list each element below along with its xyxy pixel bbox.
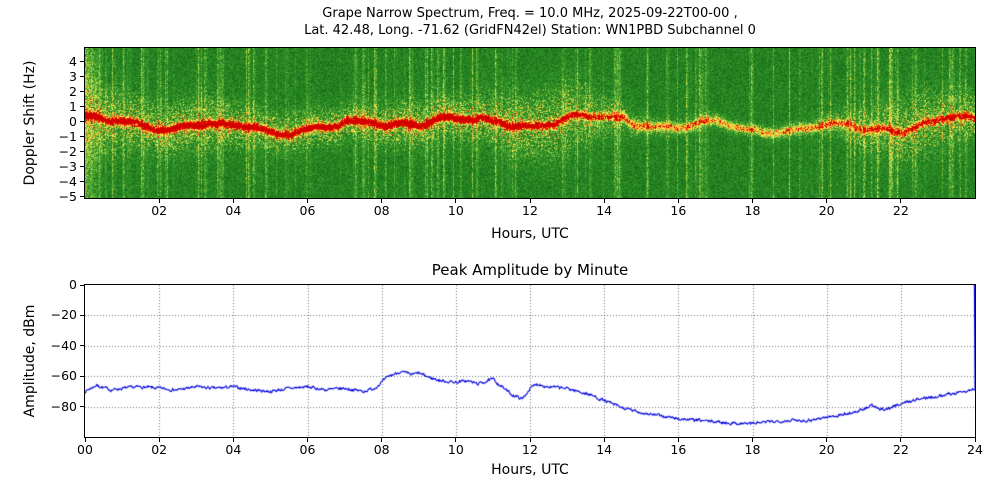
spec-ytick-mark	[80, 166, 84, 167]
amp-xtick-mark	[677, 438, 679, 442]
spec-xtick-mark	[232, 199, 234, 203]
amp-xtick-mark	[900, 438, 902, 442]
amplitude-title: Peak Amplitude by Minute	[431, 261, 629, 279]
spec-ytick-label: 2	[69, 83, 77, 99]
spec-xtick-label: 02	[151, 203, 168, 218]
amp-xtick-label: 00	[77, 442, 93, 457]
spec-xtick-label: 04	[225, 203, 242, 218]
spec-ytick-mark	[80, 61, 84, 62]
amp-xtick-label: 10	[447, 442, 464, 457]
amp-ytick-mark	[80, 375, 84, 377]
spectrogram-canvas	[84, 47, 976, 199]
amp-xtick-mark	[752, 438, 753, 442]
spec-ytick-label: 4	[69, 53, 77, 69]
spec-ytick-mark	[80, 151, 84, 152]
amp-xtick-label: 08	[373, 442, 390, 457]
amp-xtick-label: 16	[670, 442, 687, 457]
spec-xtick-mark	[455, 199, 457, 203]
amp-ytick-label: −80	[50, 398, 77, 414]
amplitude-ylabel: Amplitude, dBm	[22, 304, 38, 418]
spec-xtick-label: 10	[447, 203, 464, 218]
amp-xtick-label: 18	[744, 442, 761, 457]
spec-xtick-label: 06	[299, 203, 316, 218]
spectrogram-xlabel: Hours, UTC	[491, 226, 569, 242]
spec-xtick-label: 12	[522, 203, 538, 218]
amp-ytick-mark	[80, 284, 84, 286]
amp-xtick-mark	[529, 438, 531, 442]
amp-xtick-mark	[158, 438, 160, 442]
amp-ytick-label: 0	[69, 277, 77, 292]
spec-ytick-label: 0	[69, 113, 77, 129]
spec-xtick-mark	[307, 199, 308, 203]
amp-xtick-mark	[826, 438, 828, 442]
amp-xtick-label: 02	[151, 442, 168, 457]
amp-ytick-mark	[80, 406, 84, 408]
spec-xtick-mark	[826, 199, 828, 203]
amp-ytick-label: −40	[50, 337, 77, 353]
spec-ytick-label: −4	[58, 173, 77, 189]
amp-xtick-label: 06	[299, 442, 316, 457]
spec-ytick-label: −3	[58, 158, 77, 174]
amp-xtick-label: 14	[596, 442, 613, 457]
spec-ytick-mark	[80, 91, 84, 92]
spec-ytick-label: −5	[58, 188, 77, 204]
spec-xtick-label: 16	[670, 203, 687, 218]
amplitude-xlabel: Hours, UTC	[491, 462, 569, 478]
spec-ytick-label: −2	[58, 143, 77, 159]
spec-xtick-label: 08	[373, 203, 390, 218]
spec-xtick-mark	[529, 199, 531, 203]
spec-xtick-mark	[677, 199, 679, 203]
amplitude-canvas	[84, 284, 976, 438]
amp-ytick-label: −60	[50, 368, 77, 384]
spec-xtick-label: 14	[596, 203, 613, 218]
amp-xtick-label: 22	[892, 442, 909, 457]
amp-ytick-mark	[80, 345, 84, 347]
spectrogram-ylabel: Doppler Shift (Hz)	[22, 60, 38, 186]
amp-xtick-mark	[232, 438, 234, 442]
amp-xtick-mark	[974, 438, 976, 442]
spec-ytick-label: −1	[58, 128, 77, 144]
spec-xtick-mark	[603, 199, 605, 203]
spectrogram-title-line1: Grape Narrow Spectrum, Freq. = 10.0 MHz,…	[322, 6, 738, 21]
amp-xtick-mark	[307, 438, 308, 442]
spec-xtick-label: 20	[818, 203, 835, 218]
spec-xtick-label: 18	[744, 203, 761, 218]
amp-xtick-mark	[455, 438, 457, 442]
amp-xtick-mark	[84, 438, 86, 442]
spectrogram-title-line2: Lat. 42.48, Long. -71.62 (GridFN42el) St…	[304, 23, 756, 38]
amp-xtick-label: 12	[522, 442, 538, 457]
spec-xtick-mark	[158, 199, 160, 203]
amp-xtick-label: 24	[967, 442, 983, 457]
amp-ytick-label: −20	[50, 307, 77, 323]
amp-xtick-mark	[603, 438, 605, 442]
spec-xtick-mark	[900, 199, 902, 203]
spec-ytick-mark	[80, 121, 84, 122]
amp-xtick-label: 04	[225, 442, 242, 457]
spec-ytick-label: 3	[69, 68, 77, 84]
spec-xtick-mark	[381, 199, 383, 203]
spec-ytick-mark	[80, 181, 84, 182]
spec-ytick-mark	[80, 196, 84, 197]
spec-xtick-label: 22	[892, 203, 909, 218]
amp-xtick-mark	[381, 438, 383, 442]
spec-ytick-label: 1	[69, 98, 77, 114]
spec-xtick-mark	[752, 199, 753, 203]
spec-ytick-mark	[80, 76, 84, 77]
spec-ytick-mark	[80, 106, 84, 107]
spec-ytick-mark	[80, 136, 84, 137]
amp-ytick-mark	[80, 314, 84, 316]
amp-xtick-label: 20	[818, 442, 835, 457]
